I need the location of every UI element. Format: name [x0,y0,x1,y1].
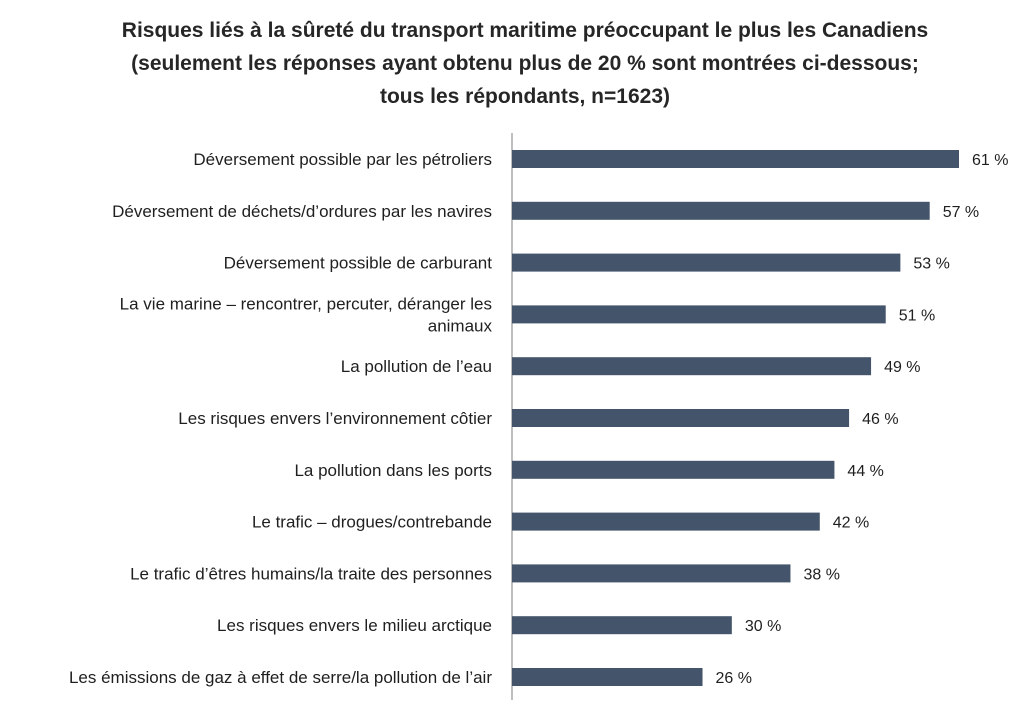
category-label: La pollution dans les ports [294,461,492,480]
bar [512,460,835,479]
bar [512,564,791,583]
category-label: Déversement de déchets/d’ordures par les… [112,202,492,221]
chart-title: Risques liés à la sûreté du transport ma… [121,19,929,108]
value-label: 57 % [943,204,979,221]
category-label: Déversement possible de carburant [224,254,493,273]
bar [512,253,901,272]
value-label: 42 % [833,515,869,532]
value-label: 46 % [862,411,898,428]
bar [512,305,886,324]
bar [512,409,850,427]
bar [512,616,732,635]
bar [512,357,872,376]
bar [512,150,959,168]
value-label: 38 % [803,566,839,583]
value-label: 51 % [899,307,935,324]
bar [512,668,703,686]
category-label: Déversement possible par les pétroliers [193,150,492,169]
category-label: La vie marine – rencontrer, percuter, dé… [120,294,493,335]
value-label: 61 % [972,152,1008,169]
value-label: 53 % [913,256,949,273]
category-label: Le trafic d’êtres humains/la traite des … [130,564,492,583]
value-label: 26 % [716,670,752,687]
bar [512,201,930,220]
category-label: La pollution de l’eau [341,357,492,376]
category-label: Les risques envers le milieu arctique [217,616,492,635]
category-label: Les émissions de gaz à effet de serre/la… [69,668,492,687]
value-label: 30 % [745,618,781,635]
value-label: 49 % [884,359,920,376]
bar [512,512,820,531]
value-label: 44 % [847,463,883,480]
category-label: Le trafic – drogues/contrebande [252,513,492,532]
category-label: Les risques envers l’environnement côtie… [178,409,492,428]
